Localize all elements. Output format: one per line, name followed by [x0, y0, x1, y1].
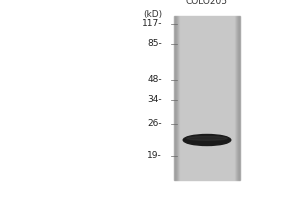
Bar: [235, 16, 236, 180]
Text: 117-: 117-: [142, 20, 162, 28]
Bar: [236, 16, 237, 180]
Bar: [177, 16, 178, 180]
Text: 34-: 34-: [147, 96, 162, 104]
Ellipse shape: [187, 136, 227, 140]
Text: 48-: 48-: [147, 75, 162, 84]
Text: 26-: 26-: [147, 119, 162, 129]
Text: (kD): (kD): [143, 10, 162, 19]
Bar: [174, 16, 175, 180]
Bar: [237, 16, 238, 180]
Text: 85-: 85-: [147, 40, 162, 48]
Bar: [174, 16, 240, 180]
Ellipse shape: [183, 134, 231, 146]
Bar: [238, 16, 239, 180]
Text: 19-: 19-: [147, 152, 162, 160]
Text: COLO205: COLO205: [186, 0, 228, 6]
Bar: [239, 16, 240, 180]
Bar: [178, 16, 179, 180]
Bar: [175, 16, 176, 180]
Bar: [176, 16, 177, 180]
